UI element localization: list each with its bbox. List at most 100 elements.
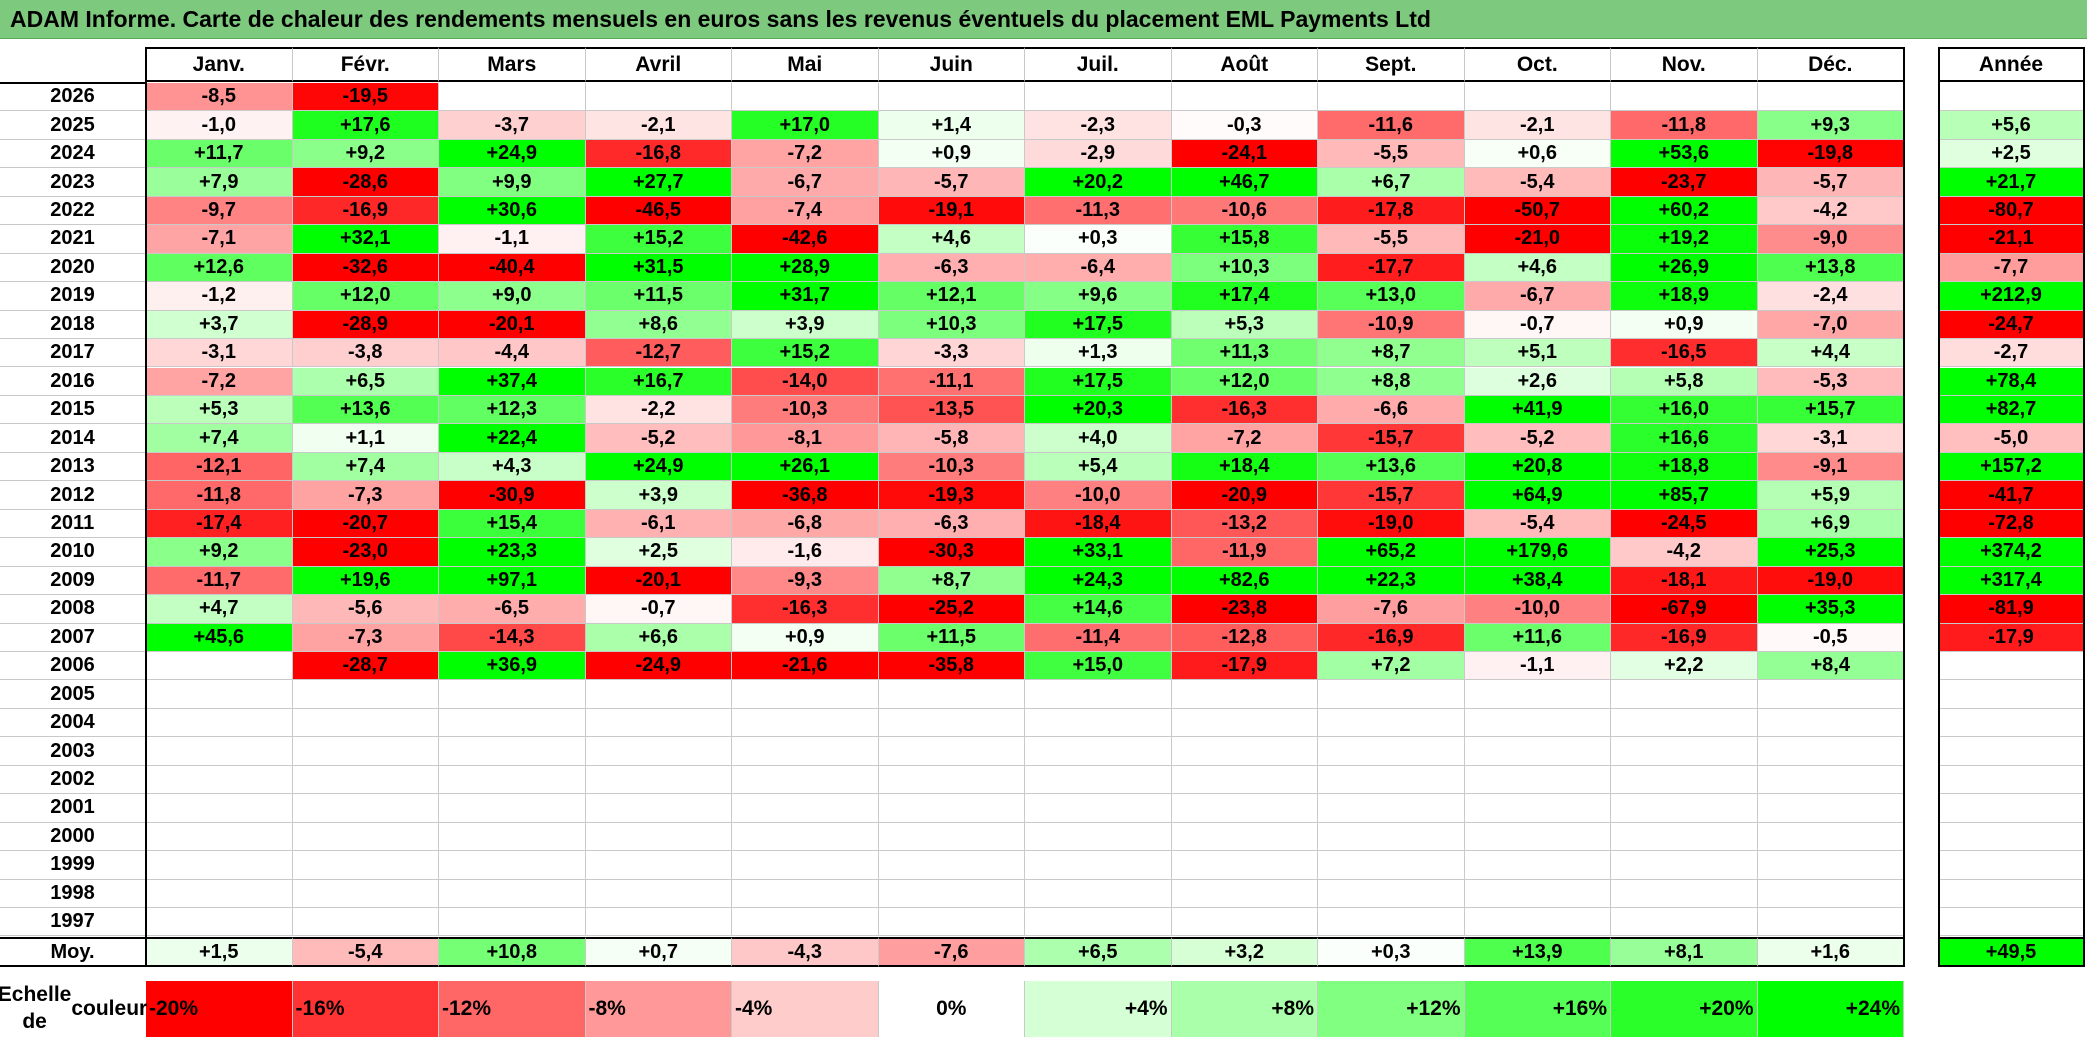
heatmap-cell: +11,7 bbox=[146, 139, 293, 169]
heatmap-cell: +20,8 bbox=[1464, 452, 1611, 482]
heatmap-cell: -36,8 bbox=[732, 481, 879, 510]
heatmap-cell: -18,4 bbox=[1025, 509, 1172, 539]
heatmap-cell: -5,8 bbox=[878, 424, 1025, 453]
heatmap-cell: +25,3 bbox=[1757, 538, 1904, 567]
heatmap-cell bbox=[439, 879, 586, 909]
heatmap-cell bbox=[1318, 851, 1465, 880]
color-scale-swatch: +12% bbox=[1318, 981, 1465, 1037]
heatmap-cell bbox=[1318, 680, 1465, 709]
heatmap-cell: +18,9 bbox=[1611, 282, 1758, 311]
heatmap-cell: -6,3 bbox=[878, 253, 1025, 283]
heatmap-cell: -7,0 bbox=[1757, 310, 1904, 340]
heatmap-cell bbox=[1611, 879, 1758, 909]
heatmap-cell: +26,1 bbox=[732, 452, 879, 482]
heatmap-cell: +17,4 bbox=[1171, 282, 1318, 311]
heatmap-cell: -19,0 bbox=[1757, 566, 1904, 596]
heatmap-cell bbox=[585, 908, 732, 937]
heatmap-cell: -30,3 bbox=[878, 538, 1025, 567]
heatmap-cell: -1,0 bbox=[146, 111, 293, 140]
year-label: 2024 bbox=[0, 140, 145, 169]
heatmap-cell bbox=[1318, 83, 1465, 112]
heatmap-cell: +4,7 bbox=[146, 595, 293, 624]
year-label: 2013 bbox=[0, 453, 145, 482]
heatmap-cell: +27,7 bbox=[585, 168, 732, 197]
heatmap-cell bbox=[292, 879, 439, 909]
heatmap-cell: -7,3 bbox=[292, 481, 439, 510]
heatmap-cell: -3,1 bbox=[146, 339, 293, 368]
heatmap-cell: +13,8 bbox=[1757, 253, 1904, 283]
heatmap-cell bbox=[1757, 908, 1904, 937]
heatmap-cell: -24,1 bbox=[1171, 139, 1318, 169]
year-label: 2018 bbox=[0, 311, 145, 340]
heatmap-cell bbox=[732, 680, 879, 709]
heatmap-cell: -17,8 bbox=[1318, 196, 1465, 226]
annual-cell bbox=[1939, 652, 2084, 681]
annual-cell bbox=[1939, 822, 2084, 852]
color-scale-swatch: -8% bbox=[585, 981, 732, 1037]
month-header: Oct. bbox=[1464, 47, 1611, 82]
heatmap-cell: +5,3 bbox=[146, 395, 293, 425]
year-label: 2012 bbox=[0, 481, 145, 510]
heatmap-cell bbox=[1318, 794, 1465, 823]
heatmap-cell bbox=[585, 83, 732, 112]
heatmap-cell: -1,1 bbox=[439, 225, 586, 254]
heatmap-cell: +11,5 bbox=[585, 282, 732, 311]
heatmap-cell: +30,6 bbox=[439, 196, 586, 226]
heatmap-cell: +8,8 bbox=[1318, 367, 1465, 396]
average-cell: +0,7 bbox=[585, 937, 732, 967]
heatmap-cell: -11,1 bbox=[878, 367, 1025, 396]
heatmap-cell: +53,6 bbox=[1611, 139, 1758, 169]
year-label: 2001 bbox=[0, 794, 145, 823]
heatmap-cell bbox=[1171, 708, 1318, 738]
heatmap-cell: +4,0 bbox=[1025, 424, 1172, 453]
heatmap-cell: -20,1 bbox=[439, 310, 586, 340]
heatmap-cell: -16,9 bbox=[292, 196, 439, 226]
heatmap-cell: +31,7 bbox=[732, 282, 879, 311]
heatmap-cell: +6,9 bbox=[1757, 509, 1904, 539]
heatmap-cell: +3,9 bbox=[732, 310, 879, 340]
color-scale-swatch: +24% bbox=[1757, 981, 1904, 1037]
heatmap-cell bbox=[1464, 83, 1611, 112]
annual-cell bbox=[1939, 83, 2084, 112]
heatmap-cell: +19,6 bbox=[292, 566, 439, 596]
grid-border bbox=[145, 47, 147, 967]
annual-cell: +78,4 bbox=[1939, 367, 2084, 396]
month-header: Juin bbox=[878, 47, 1025, 82]
heatmap-cell: -21,0 bbox=[1464, 225, 1611, 254]
heatmap-cell: -16,8 bbox=[585, 139, 732, 169]
year-label: 2017 bbox=[0, 339, 145, 368]
heatmap-cell bbox=[1757, 83, 1904, 112]
heatmap-cell: -7,6 bbox=[1318, 595, 1465, 624]
average-cell: -4,3 bbox=[732, 937, 879, 967]
heatmap-cell: -1,2 bbox=[146, 282, 293, 311]
heatmap-cell: -7,1 bbox=[146, 225, 293, 254]
heatmap-cell bbox=[585, 708, 732, 738]
heatmap-cell bbox=[1757, 737, 1904, 766]
heatmap-cell bbox=[1025, 851, 1172, 880]
year-label: 2022 bbox=[0, 197, 145, 226]
heatmap-cell: +60,2 bbox=[1611, 196, 1758, 226]
heatmap-cell bbox=[1171, 680, 1318, 709]
heatmap-cell: -8,5 bbox=[146, 83, 293, 112]
heatmap-cell: -16,5 bbox=[1611, 339, 1758, 368]
heatmap-cell: -16,3 bbox=[732, 595, 879, 624]
heatmap-cell: -23,8 bbox=[1171, 595, 1318, 624]
heatmap-cell: -40,4 bbox=[439, 253, 586, 283]
heatmap-cell: +35,3 bbox=[1757, 595, 1904, 624]
heatmap-cell bbox=[1171, 851, 1318, 880]
annual-cell: +157,2 bbox=[1939, 452, 2084, 482]
heatmap-cell: -19,1 bbox=[878, 196, 1025, 226]
heatmap-cell bbox=[1171, 794, 1318, 823]
annual-cell: -7,7 bbox=[1939, 253, 2084, 283]
heatmap-cell: +12,0 bbox=[1171, 367, 1318, 396]
heatmap-cell: -23,7 bbox=[1611, 168, 1758, 197]
heatmap-cell bbox=[1464, 879, 1611, 909]
color-scale-swatch: -12% bbox=[439, 981, 586, 1037]
heatmap-cell: +16,6 bbox=[1611, 424, 1758, 453]
heatmap-cell: +0,9 bbox=[878, 139, 1025, 169]
heatmap-cell: -11,8 bbox=[146, 481, 293, 510]
heatmap-cell: -0,5 bbox=[1757, 623, 1904, 652]
heatmap-cell: -3,8 bbox=[292, 339, 439, 368]
heatmap-cell: -5,2 bbox=[1464, 424, 1611, 453]
annual-cell: -41,7 bbox=[1939, 481, 2084, 510]
